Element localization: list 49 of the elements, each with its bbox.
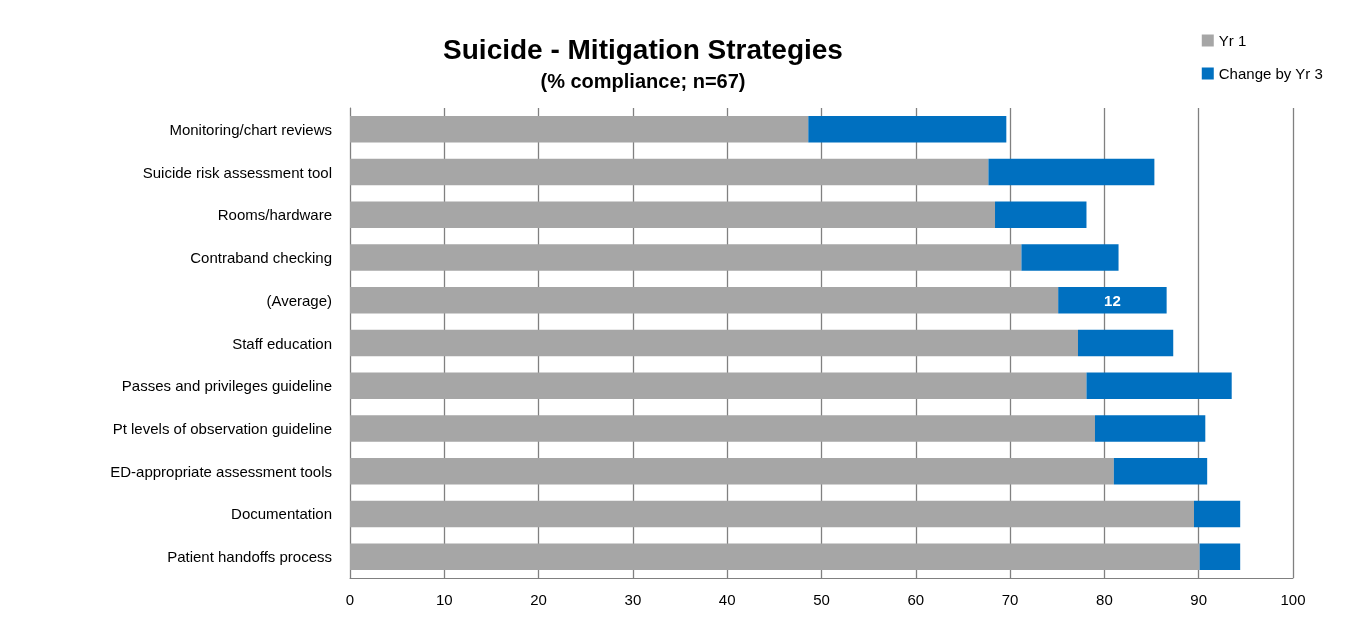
x-tick-label: 40 — [718, 591, 736, 608]
x-tick-label: 60 — [907, 591, 925, 608]
bar — [995, 201, 1087, 229]
bar — [1086, 372, 1232, 399]
y-tick-label: Pt levels of observation guideline — [112, 419, 332, 437]
bar — [1021, 244, 1119, 271]
bar — [988, 158, 1155, 186]
bar — [350, 201, 996, 229]
bar — [350, 372, 1087, 399]
y-tick-label: Monitoring/chart reviews — [169, 120, 332, 138]
y-tick-label: (Average) — [266, 291, 332, 309]
bar — [1078, 329, 1174, 357]
x-tick-label: 70 — [1001, 591, 1019, 608]
bar — [350, 543, 1200, 570]
bar — [350, 457, 1114, 485]
x-tick-label: 80 — [1096, 591, 1113, 608]
bar — [350, 500, 1194, 528]
bar — [350, 287, 1059, 314]
y-tick-label: Documentation — [231, 505, 332, 523]
bar — [1193, 500, 1241, 528]
bar — [1094, 415, 1206, 442]
x-tick-label: 0 — [345, 591, 355, 608]
bar — [1113, 457, 1208, 485]
y-tick-label: Staff education — [232, 334, 332, 352]
x-tick-label: 10 — [435, 591, 453, 608]
x-tick-label: 90 — [1190, 591, 1208, 608]
y-tick-label: Patient handoffs process — [167, 548, 332, 566]
bar — [350, 415, 1095, 442]
bar — [350, 244, 1022, 271]
legend-label: Yr 1 — [1218, 32, 1247, 49]
bar — [350, 329, 1078, 357]
chart-title: Suicide - Mitigation Strategies — [443, 33, 843, 65]
bar — [1058, 287, 1167, 314]
x-tick-label: 100 — [1280, 591, 1306, 608]
y-tick-label: Contraband checking — [190, 249, 332, 267]
chart-subtitle: (% compliance; n=67) — [540, 70, 746, 92]
y-tick-label: ED-appropriate assessment tools — [110, 462, 332, 480]
y-tick-label: Passes and privileges guideline — [121, 377, 332, 395]
bar — [808, 116, 1007, 143]
y-tick-label: Suicide risk assessment tool — [142, 163, 332, 181]
bar — [350, 116, 809, 143]
x-tick-label: 30 — [624, 591, 642, 608]
bar — [350, 158, 989, 186]
data-label: 12 — [1104, 291, 1121, 309]
legend-label: Change by Yr 3 — [1218, 65, 1323, 82]
y-tick-label: Rooms/hardware — [217, 206, 332, 224]
bar — [1199, 543, 1241, 570]
x-tick-label: 50 — [813, 591, 830, 608]
x-tick-label: 20 — [530, 591, 547, 608]
